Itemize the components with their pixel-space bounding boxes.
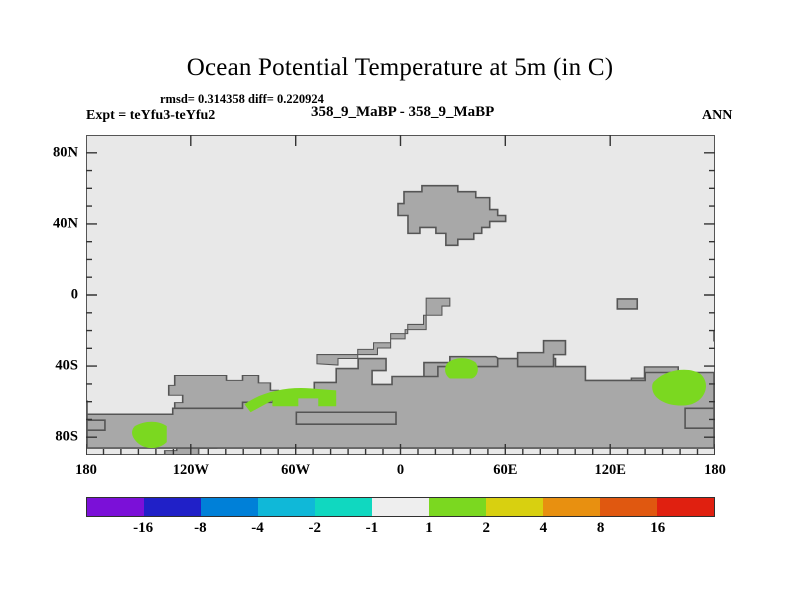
colorbar-segment-5 <box>372 498 429 516</box>
colorbar-segment-7 <box>486 498 543 516</box>
y-axis-labels: 80N 40N 0 40S 80S <box>24 135 78 455</box>
colorbar-segment-9 <box>600 498 657 516</box>
page-title: Ocean Potential Temperature at 5m (in C) <box>186 54 614 81</box>
colorbar-segment-2 <box>201 498 258 516</box>
land-northern-main <box>397 184 507 247</box>
case-comparison-label: 358_9_MaBP - 358_9_MaBP <box>311 104 495 120</box>
colorbar-label-2: -4 <box>251 520 264 536</box>
colorbar-label-5: 1 <box>425 520 433 536</box>
colorbar-label-8: 8 <box>596 520 605 536</box>
rmsd-statistics: rmsd= 0.314358 diff= 0.220924 <box>160 92 324 106</box>
anomaly-patch-east <box>652 369 706 406</box>
ytick-0: 0 <box>70 286 78 303</box>
colorbar-segment-10 <box>657 498 714 516</box>
map-field-svg <box>87 184 714 454</box>
colorbar-segment-6 <box>429 498 486 516</box>
anomaly-patch-antarctic <box>132 421 167 449</box>
colorbar-labels: -16 -8 -4 -2 -1 1 2 4 8 16 <box>86 520 715 542</box>
anomaly-patch-central <box>244 388 337 413</box>
xtick-0: 0 <box>396 462 405 478</box>
season-label: ANN <box>702 108 733 123</box>
colorbar-label-7: 4 <box>539 520 548 536</box>
colorbar-label-6: 2 <box>482 520 490 536</box>
colorbar-label-4: -1 <box>365 520 379 536</box>
colorbar-segment-3 <box>258 498 315 516</box>
land-west-edge-fragment <box>87 419 106 431</box>
colorbar-label-3: -2 <box>308 520 321 536</box>
land-south-right-piece <box>684 407 714 429</box>
colorbar-segment-8 <box>543 498 600 516</box>
colorbar-label-9: 16 <box>650 520 666 536</box>
xtick-120w: 120W <box>172 462 209 478</box>
land-southeast-ridge <box>316 297 451 366</box>
x-axis-labels: 180 120W 60W 0 60E 120E 180 <box>75 462 726 484</box>
xtick-180w: 180 <box>75 462 97 478</box>
colorbar-segment-0 <box>87 498 144 516</box>
colorbar-segment-4 <box>315 498 372 516</box>
colorbar-segment-1 <box>144 498 201 516</box>
experiment-label: Expt = teYfu3-teYfu2 <box>86 108 216 123</box>
landmass-group <box>87 184 714 454</box>
land-south-central-shelf <box>295 411 397 425</box>
colorbar-gradient <box>86 497 715 517</box>
anomaly-group <box>132 358 706 449</box>
colorbar-label-0: -16 <box>133 520 154 536</box>
ytick-40n: 40N <box>53 215 78 232</box>
land-small-island-north <box>616 298 639 310</box>
ytick-80n: 80N <box>53 144 78 161</box>
xtick-60e: 60E <box>493 462 518 478</box>
colorbar-label-1: -8 <box>194 520 207 536</box>
colorbar <box>86 497 715 517</box>
land-antarctic-peninsula <box>516 339 567 368</box>
map-plot-area <box>86 135 715 455</box>
xtick-180e: 180 <box>704 462 726 478</box>
xtick-120e: 120E <box>594 462 626 478</box>
anomaly-patch-centraleast <box>445 358 478 379</box>
ytick-80s: 80S <box>55 428 78 445</box>
ytick-40s: 40S <box>55 357 78 374</box>
xtick-60w: 60W <box>281 462 311 478</box>
